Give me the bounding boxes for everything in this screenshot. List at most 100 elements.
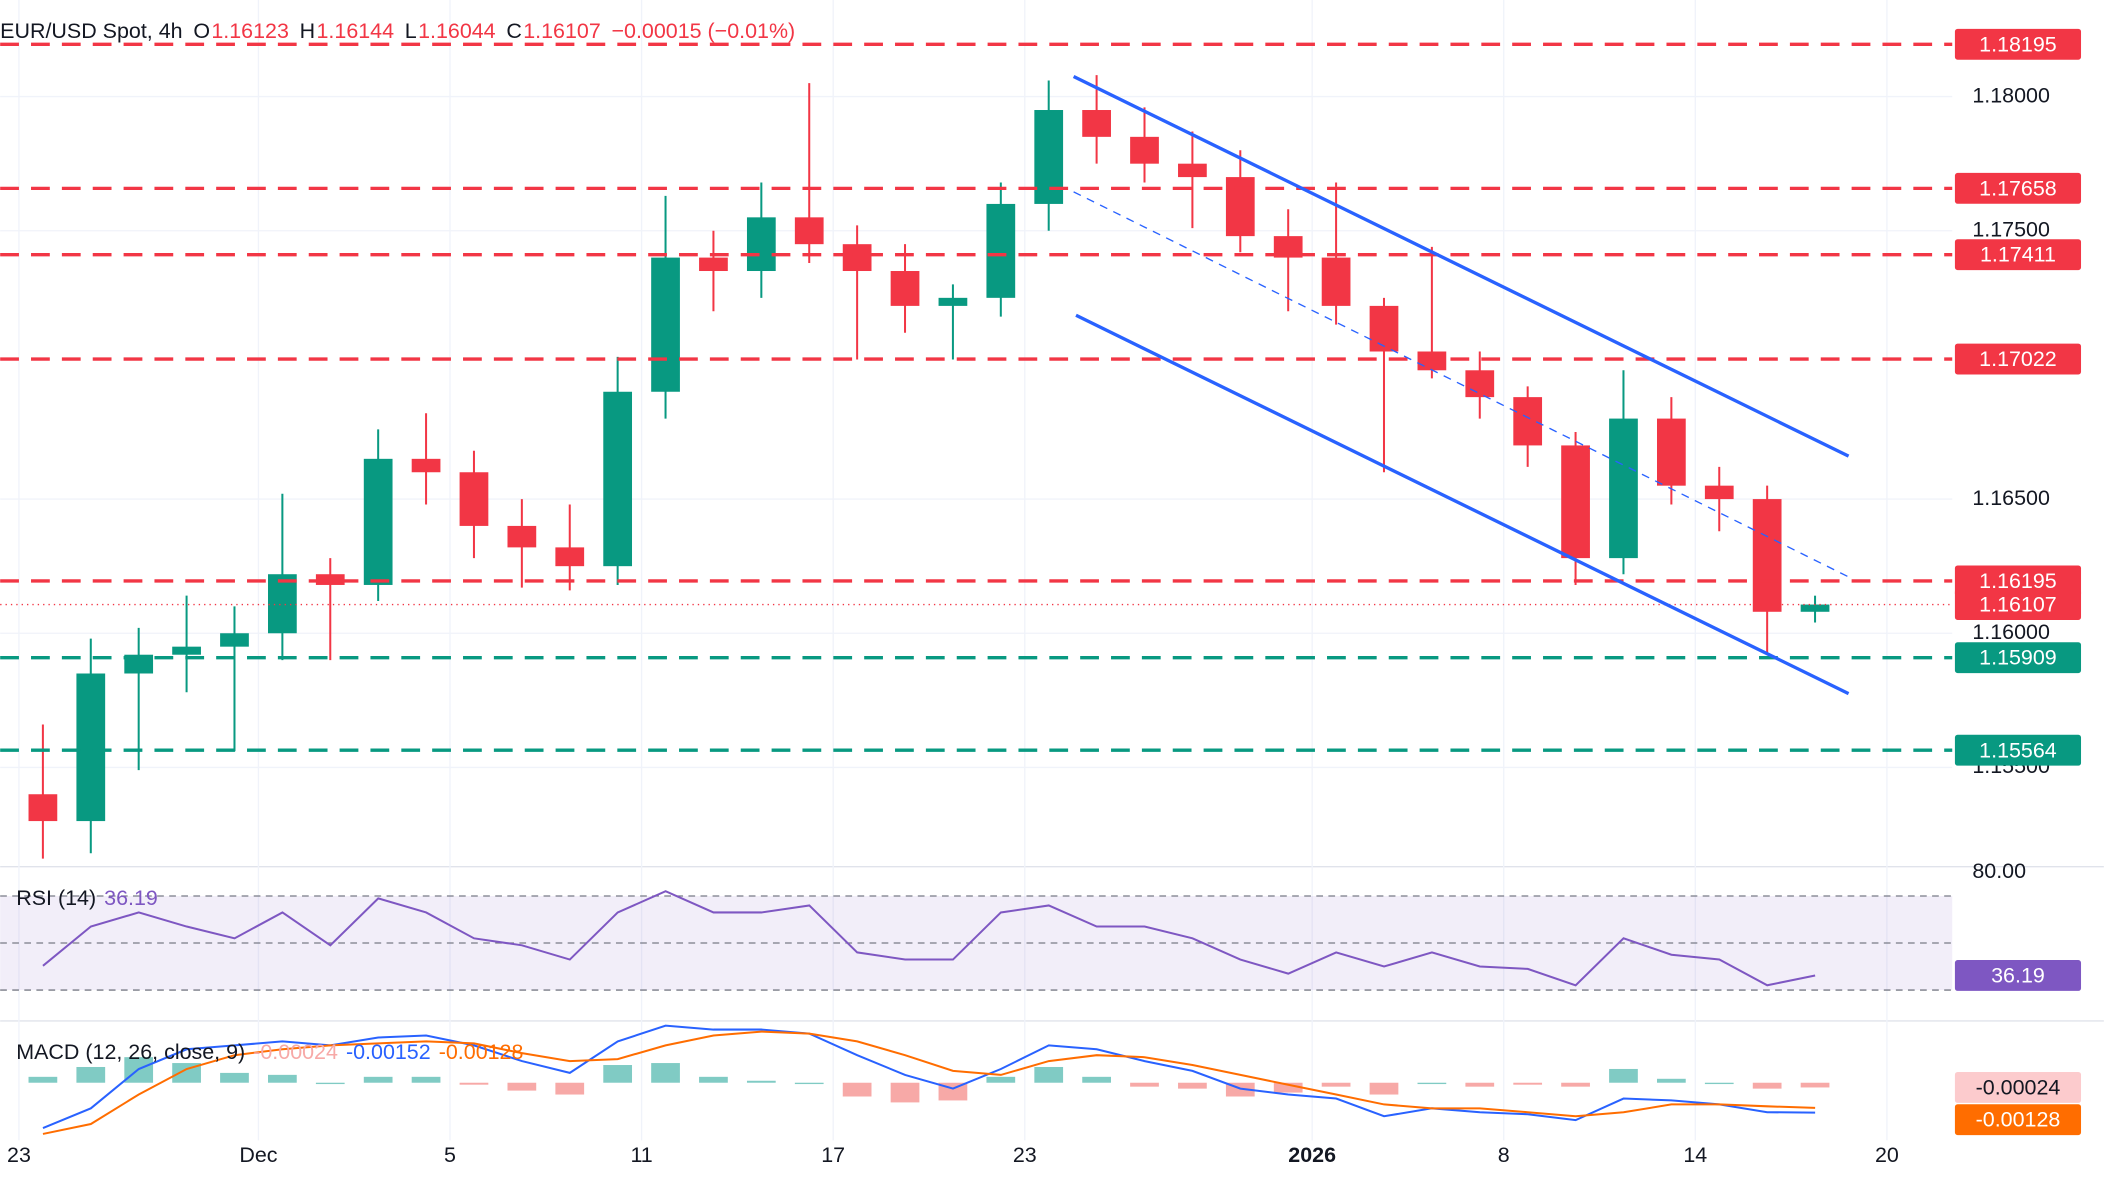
- macd-histogram-bar: [1465, 1082, 1495, 1087]
- y-tick-label: 1.16000: [1972, 620, 2050, 644]
- candle-body: [1465, 370, 1495, 398]
- candle-body: [1225, 177, 1255, 237]
- header-item: C: [506, 19, 522, 43]
- macd-histogram-bar: [28, 1076, 58, 1083]
- macd-histogram-bar: [1656, 1078, 1686, 1083]
- candle-body: [76, 673, 106, 822]
- x-tick-label: 20: [1875, 1143, 1899, 1167]
- candle-body: [842, 244, 872, 272]
- candle-body: [124, 654, 154, 674]
- x-tick-label: 23: [1013, 1143, 1037, 1167]
- macd-histogram-bar: [1417, 1082, 1447, 1085]
- candle-body: [1417, 351, 1447, 371]
- candle-body: [315, 574, 345, 585]
- candle-body: [268, 574, 297, 634]
- y-tick-label: 1.17500: [1972, 217, 2050, 241]
- level-label-box: [1954, 343, 2082, 375]
- candle-body: [1369, 305, 1399, 352]
- x-tick-label: Dec: [239, 1143, 277, 1167]
- macd-histogram-bar: [1321, 1082, 1351, 1087]
- macd-histogram-bar: [268, 1074, 297, 1083]
- header-item: -0.00152: [346, 1040, 431, 1064]
- channel-line: [1072, 74, 1850, 458]
- header-item: 1.16107: [523, 19, 601, 43]
- macd-histogram-bar: [1561, 1082, 1590, 1087]
- candle-body: [1178, 163, 1207, 178]
- macd-histogram-bar: [76, 1066, 106, 1083]
- chart-header: EUR/USD Spot, 4h O1.16123 H1.16144 L1.16044…: [0, 19, 795, 43]
- signal-value-label-text: -0.00128: [1976, 1108, 2061, 1132]
- macd-histogram-bar: [890, 1082, 920, 1103]
- y-tick-label: 80.00: [1972, 859, 2026, 883]
- candle-body: [699, 257, 728, 272]
- rsi-header: RSI (14) 36.19: [16, 886, 158, 910]
- header-item: −0.00015 (−0.01%): [612, 19, 796, 43]
- signal-value-label-box: [1954, 1104, 2082, 1136]
- x-tick-label: 5: [444, 1143, 456, 1167]
- macd-histogram-bar: [746, 1080, 776, 1083]
- candle-body: [986, 203, 1016, 298]
- level-label-box: [1954, 28, 2082, 60]
- level-label-box: [1954, 239, 2082, 271]
- candle-body: [363, 458, 393, 585]
- level-label-box: [1954, 565, 2082, 597]
- macd-histogram-bar: [699, 1076, 728, 1083]
- macd-histogram-bar: [1369, 1082, 1399, 1095]
- candle-body: [220, 633, 249, 647]
- last-price-label-box: [1954, 589, 2082, 620]
- candle-body: [1273, 236, 1303, 258]
- candle-body: [1752, 499, 1782, 612]
- macd-histogram-bar: [555, 1082, 585, 1095]
- macd-histogram-bar: [1752, 1082, 1782, 1089]
- histogram-value-label-box: [1954, 1072, 2082, 1103]
- header-item: -0.00128: [439, 1040, 524, 1064]
- header-item: 1.16044: [418, 19, 496, 43]
- candle-body: [603, 391, 633, 567]
- plot: [0, 42, 1953, 1135]
- candle-body: [1082, 110, 1111, 137]
- macd-histogram-bar: [1513, 1082, 1543, 1085]
- header-item: 1.16144: [316, 19, 394, 43]
- macd-histogram-bar: [794, 1082, 824, 1085]
- candle-body: [1609, 418, 1638, 559]
- macd-header: MACD (12, 26, close, 9) -0.00024 -0.00152-…: [16, 1040, 523, 1064]
- candle-body: [1561, 445, 1590, 559]
- header-item: MACD (12, 26, close, 9): [16, 1040, 245, 1064]
- x-tick-label: 23: [7, 1143, 31, 1167]
- macd-histogram-bar: [459, 1082, 489, 1085]
- x-tick-label: 8: [1498, 1143, 1510, 1167]
- x-tick-label: 17: [821, 1143, 845, 1167]
- macd-histogram-bar: [363, 1076, 393, 1083]
- macd-histogram-bar: [603, 1065, 633, 1083]
- macd-histogram-bar: [1273, 1082, 1303, 1093]
- candle-body: [651, 257, 680, 392]
- candle-body: [746, 217, 776, 272]
- candle-body: [1656, 418, 1686, 486]
- level-label-text: 1.15909: [1979, 646, 2057, 670]
- candle-body: [555, 547, 585, 567]
- macd-histogram-bar: [1034, 1066, 1064, 1083]
- level-label-text: 1.17022: [1979, 347, 2057, 371]
- header-item: 36.19: [104, 886, 158, 910]
- level-label-text: 1.15564: [1979, 738, 2057, 762]
- level-label-text: 1.18195: [1979, 32, 2057, 56]
- header-item: -0.00024: [253, 1040, 338, 1064]
- macd-histogram-bar: [1800, 1082, 1830, 1088]
- level-label-box: [1954, 172, 2082, 204]
- candle-body: [794, 217, 824, 245]
- header-item: L: [405, 19, 417, 43]
- level-label-text: 1.16195: [1979, 569, 2057, 593]
- candle-body: [1321, 257, 1351, 306]
- candle-body: [1800, 604, 1830, 612]
- candle-body: [172, 646, 201, 655]
- header-item: 1.16123: [211, 19, 289, 43]
- macd-histogram-bar: [651, 1063, 680, 1083]
- level-label-box: [1954, 642, 2082, 674]
- header-item: RSI (14): [16, 886, 96, 910]
- macd-histogram-bar: [1082, 1076, 1111, 1083]
- candle-body: [1513, 397, 1543, 446]
- macd-histogram-bar: [842, 1082, 872, 1097]
- macd-histogram-bar: [1704, 1082, 1734, 1085]
